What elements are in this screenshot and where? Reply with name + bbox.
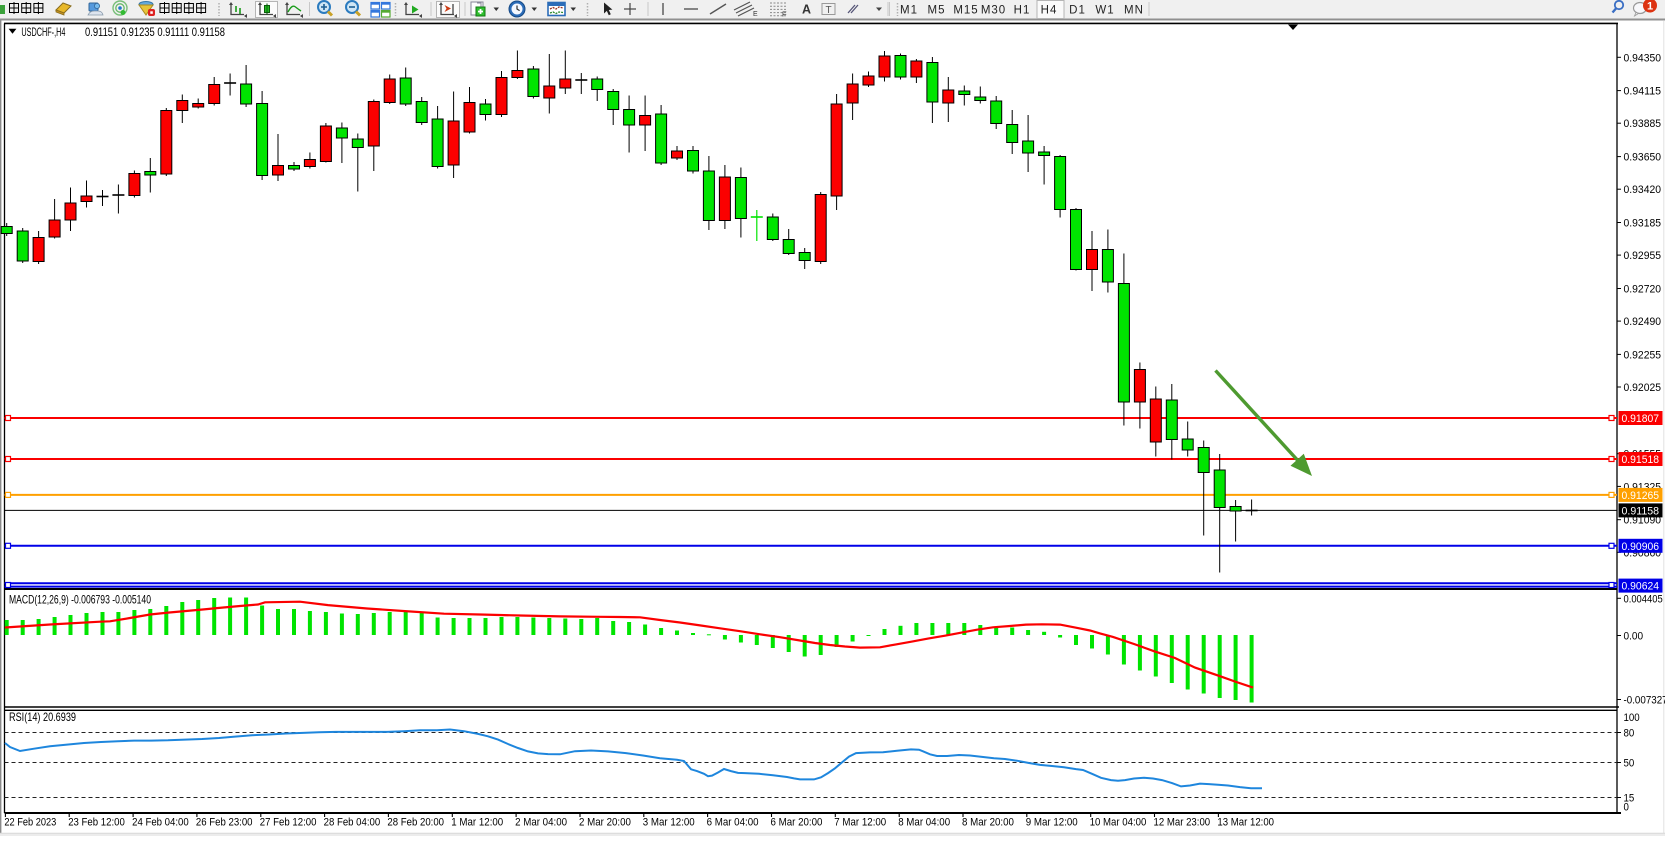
svg-text:8 Mar 20:00: 8 Mar 20:00: [962, 817, 1014, 829]
svg-text:E: E: [753, 11, 758, 18]
svg-text:0: 0: [1624, 802, 1629, 814]
svg-text:0.00: 0.00: [1624, 631, 1644, 643]
svg-text:M30: M30: [981, 5, 1006, 17]
svg-text:50: 50: [1624, 758, 1635, 770]
svg-text:H1: H1: [1014, 5, 1031, 17]
svg-text:1 Mar 12:00: 1 Mar 12:00: [451, 817, 503, 829]
svg-text:28 Feb 04:00: 28 Feb 04:00: [324, 817, 381, 829]
svg-text:12 Mar 23:00: 12 Mar 23:00: [1154, 817, 1211, 829]
svg-text:0.91265: 0.91265: [1622, 490, 1660, 502]
svg-text:10 Mar 04:00: 10 Mar 04:00: [1090, 817, 1147, 829]
svg-text:-0.007327: -0.007327: [1624, 695, 1665, 707]
svg-text:USDCHF-,H4: USDCHF-,H4: [21, 25, 65, 39]
svg-text:22 Feb 2023: 22 Feb 2023: [4, 817, 56, 829]
svg-text:0.93185: 0.93185: [1624, 218, 1662, 230]
svg-text:3 Mar 12:00: 3 Mar 12:00: [643, 817, 695, 829]
svg-text:0.004405: 0.004405: [1624, 593, 1663, 605]
svg-text:A: A: [802, 3, 811, 17]
svg-text:0.92955: 0.92955: [1624, 250, 1662, 262]
svg-text:M15: M15: [953, 5, 978, 17]
svg-text:9 Mar 12:00: 9 Mar 12:00: [1026, 817, 1078, 829]
svg-text:0.90906: 0.90906: [1622, 541, 1660, 553]
svg-text:MN: MN: [1124, 5, 1144, 17]
svg-text:MACD(12,26,9) -0.006793 -0.005: MACD(12,26,9) -0.006793 -0.005140: [9, 593, 151, 607]
svg-text:F: F: [782, 10, 787, 19]
svg-text:6 Mar 20:00: 6 Mar 20:00: [771, 817, 823, 829]
svg-text:0.93650: 0.93650: [1624, 152, 1662, 164]
svg-text:0.94350: 0.94350: [1624, 52, 1662, 64]
svg-text:13 Mar 12:00: 13 Mar 12:00: [1217, 817, 1274, 829]
svg-text:0.92720: 0.92720: [1624, 284, 1662, 296]
svg-text:7 Mar 12:00: 7 Mar 12:00: [834, 817, 886, 829]
svg-text:23 Feb 12:00: 23 Feb 12:00: [68, 817, 125, 829]
svg-text:W1: W1: [1095, 5, 1114, 17]
svg-text:M1: M1: [900, 5, 918, 17]
svg-text:0.91158: 0.91158: [1622, 505, 1660, 517]
svg-text:T: T: [826, 5, 832, 16]
svg-text:0.91151 0.91235 0.91111 0.9115: 0.91151 0.91235 0.91111 0.91158: [85, 25, 225, 39]
svg-text:27 Feb 12:00: 27 Feb 12:00: [260, 817, 317, 829]
svg-text:0.92025: 0.92025: [1624, 382, 1662, 394]
svg-text:1: 1: [1647, 1, 1653, 13]
svg-text:2 Mar 20:00: 2 Mar 20:00: [579, 817, 631, 829]
svg-text:28 Feb 20:00: 28 Feb 20:00: [387, 817, 444, 829]
svg-text:100: 100: [1624, 712, 1640, 724]
svg-text:24 Feb 04:00: 24 Feb 04:00: [132, 817, 189, 829]
svg-text:0.92255: 0.92255: [1624, 349, 1662, 361]
svg-text:0.93420: 0.93420: [1624, 184, 1662, 196]
svg-text:0.93885: 0.93885: [1624, 118, 1662, 130]
svg-text:RSI(14) 20.6939: RSI(14) 20.6939: [9, 710, 76, 724]
svg-text:0.90624: 0.90624: [1622, 581, 1660, 593]
svg-text:0.91807: 0.91807: [1622, 413, 1660, 425]
svg-text:0.91518: 0.91518: [1622, 454, 1660, 466]
svg-text:H4: H4: [1041, 5, 1058, 17]
svg-text:0.94115: 0.94115: [1624, 86, 1662, 98]
svg-text:0.92490: 0.92490: [1624, 316, 1662, 328]
svg-text:6 Mar 04:00: 6 Mar 04:00: [707, 817, 759, 829]
svg-text:8 Mar 04:00: 8 Mar 04:00: [898, 817, 950, 829]
svg-text:D1: D1: [1069, 5, 1086, 17]
svg-text:2 Mar 04:00: 2 Mar 04:00: [515, 817, 567, 829]
svg-text:M5: M5: [928, 5, 946, 17]
svg-text:80: 80: [1624, 728, 1635, 740]
svg-text:26 Feb 23:00: 26 Feb 23:00: [196, 817, 253, 829]
